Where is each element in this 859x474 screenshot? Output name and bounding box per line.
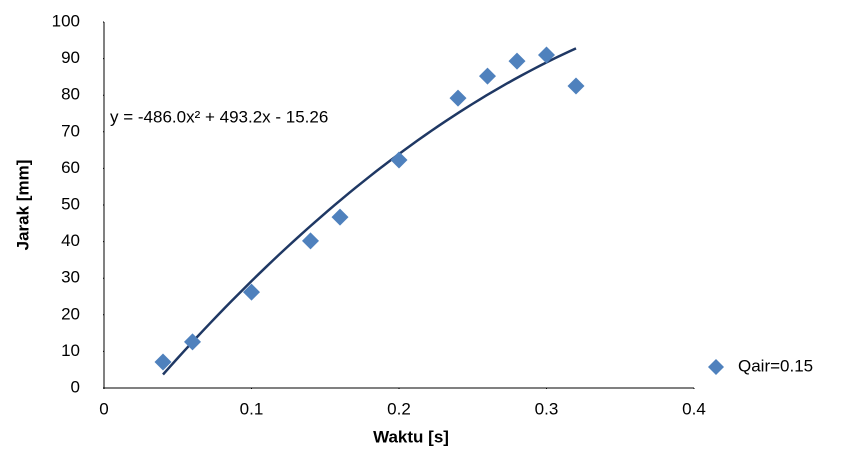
x-tick-label: 0.2 bbox=[387, 399, 411, 418]
y-tick-label: 30 bbox=[61, 268, 80, 287]
data-point bbox=[538, 46, 555, 64]
y-tick-label: 80 bbox=[61, 85, 80, 104]
y-tick-label: 40 bbox=[61, 231, 80, 250]
y-tick-label: 60 bbox=[61, 158, 80, 177]
trendline-label: y = -486.0x² + 493.2x - 15.26 bbox=[110, 107, 328, 126]
data-point bbox=[302, 232, 319, 250]
data-point bbox=[449, 89, 467, 107]
y-tick-label: 10 bbox=[61, 341, 80, 360]
data-point bbox=[154, 353, 172, 371]
data-point bbox=[479, 67, 496, 85]
x-axis-title: Waktu [s] bbox=[373, 427, 449, 446]
y-tick-label: 50 bbox=[61, 194, 80, 213]
data-point bbox=[331, 208, 349, 226]
y-tick-label: 100 bbox=[52, 11, 80, 30]
data-point bbox=[390, 151, 408, 169]
y-tick-label: 0 bbox=[71, 377, 80, 396]
trendline bbox=[162, 47, 577, 376]
data-point bbox=[508, 52, 526, 70]
y-tick-label: 90 bbox=[61, 48, 80, 67]
data-point bbox=[243, 283, 260, 301]
data-point bbox=[184, 333, 201, 351]
data-point bbox=[567, 77, 585, 95]
legend-marker bbox=[708, 359, 724, 375]
x-tick-label: 0.3 bbox=[535, 399, 559, 418]
y-tick-label: 20 bbox=[61, 304, 80, 323]
legend-label: Qair=0.15 bbox=[738, 356, 813, 375]
x-tick-label: 0.4 bbox=[682, 399, 706, 418]
x-tick-label: 0.1 bbox=[240, 399, 264, 418]
y-tick-label: 70 bbox=[61, 121, 80, 140]
x-tick-label: 0 bbox=[99, 399, 108, 418]
y-axis-title: Jarak [mm] bbox=[13, 160, 32, 251]
